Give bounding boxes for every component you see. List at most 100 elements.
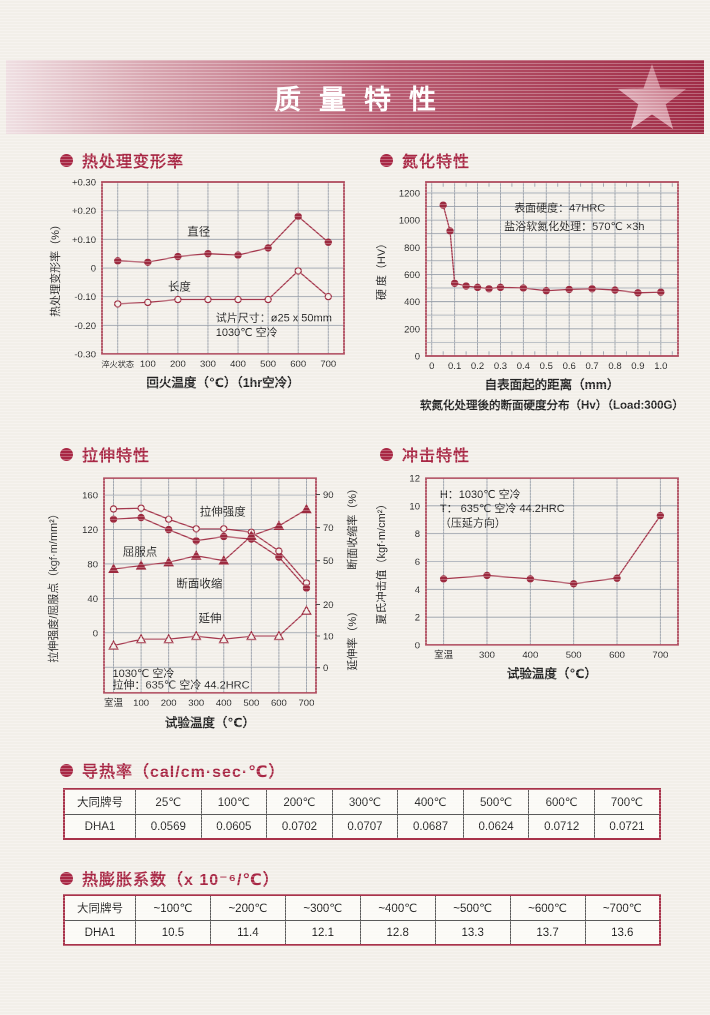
data-point: [275, 553, 283, 561]
bullet-icon: [60, 447, 73, 461]
data-point: [137, 504, 145, 512]
tick-label: 500: [243, 698, 259, 709]
tick-label: 0.3: [494, 361, 507, 372]
data-point: [246, 530, 257, 540]
data-point: [204, 295, 212, 304]
section-title: 导热率（cal/cm·sec·℃）: [82, 764, 286, 781]
data-point: [446, 227, 454, 235]
data-point: [324, 292, 332, 301]
data-point: [496, 283, 505, 292]
annotation: 盐浴软氮化处理：570℃ ×3h: [504, 219, 644, 233]
data-cell: 0.0707: [331, 814, 399, 840]
table-row: DHA1 0.0569 0.0605 0.0702 0.0707 0.0687 0.0624…: [63, 814, 661, 840]
tick-label: 400: [216, 698, 232, 709]
tick-label: 8: [415, 529, 420, 540]
tick-label: 200: [170, 359, 186, 370]
x-axis-label: 试验温度（℃）: [165, 715, 255, 730]
data-point: [526, 575, 535, 583]
data-point: [294, 267, 302, 275]
y-axis-label: 夏氏冲击值（kgf·m/cm²）: [374, 499, 388, 625]
header-cell: 100℃: [200, 788, 268, 815]
data-cell: 0.0702: [266, 814, 333, 840]
data-point: [234, 251, 242, 259]
conductivity-table: 大同牌号 25℃ 100℃ 200℃ 300℃ 400℃ 500℃ 600℃ 700℃ DHA1 0…: [63, 788, 661, 840]
series-label: 延伸: [199, 612, 222, 625]
data-point: [135, 633, 147, 644]
header-cell: 500℃: [462, 788, 530, 815]
tick-label: 160: [82, 491, 98, 502]
data-cell: 11.4: [209, 920, 286, 946]
data-point: [519, 284, 528, 292]
data-point: [439, 201, 447, 209]
data-point: [634, 289, 642, 297]
data-cell: 12.8: [359, 920, 436, 946]
data-point: [485, 285, 493, 293]
tick-label: 0: [93, 628, 98, 639]
series-line-延伸: [113, 610, 307, 647]
data-point: [190, 630, 202, 641]
data-cell: 0.0605: [200, 814, 268, 840]
series-line-夏氏冲击值: [443, 515, 661, 585]
data-point: [569, 580, 578, 588]
chart-caption: 软氮化处理後的断面硬度分布（Hv）（Load:300G）: [420, 398, 684, 412]
data-cell: 0.0569: [135, 814, 202, 840]
data-point: [473, 283, 482, 292]
section-heading-deformation: 热处理变形率: [60, 148, 184, 172]
tick-label: 0: [323, 663, 328, 674]
tick-label: -0.10: [74, 292, 96, 303]
data-cell: 13.3: [434, 920, 511, 946]
header-cell: ~400℃: [359, 894, 436, 921]
annotation: T： 635℃ 空冷 44.2HRC: [440, 501, 565, 515]
data-cell: 10.5: [135, 920, 211, 946]
title-banner: 质量特性: [6, 60, 704, 134]
tick-label: 400: [404, 297, 420, 308]
data-cell: 0.0687: [397, 814, 464, 840]
data-point: [611, 286, 619, 294]
header-cell: ~100℃: [135, 894, 211, 921]
table-row: DHA1 10.5 11.4 12.1 12.8 13.3 13.7 13.6: [63, 920, 661, 946]
section-heading-nitriding: 氮化特性: [380, 148, 470, 172]
data-cell: 12.1: [284, 920, 361, 946]
header-cell: 200℃: [266, 788, 333, 815]
data-point: [144, 298, 152, 307]
tick-label: 1.0: [654, 361, 667, 372]
header-cell: 600℃: [528, 788, 595, 815]
header-cell: 700℃: [593, 788, 661, 815]
tick-label: -0.20: [74, 321, 96, 332]
tick-label: 12: [409, 474, 420, 485]
section-title: 氮化特性: [402, 154, 471, 171]
tick-label: +0.30: [72, 178, 96, 189]
tick-label: 0.7: [585, 361, 598, 372]
data-point: [164, 515, 173, 523]
data-point: [174, 295, 182, 304]
tick-label: 500: [566, 650, 582, 661]
tick-label: 600: [271, 698, 287, 709]
tick-label: 600: [290, 359, 306, 370]
data-cell: 13.6: [584, 920, 661, 946]
data-point: [108, 639, 119, 650]
data-point: [273, 520, 285, 530]
annotation: （压延方向）: [440, 515, 506, 529]
series-line-断面收缩: [113, 508, 307, 570]
y-axis-label: 热处理变形率（%）: [48, 219, 62, 317]
data-point: [163, 556, 174, 567]
tick-label: 300: [200, 359, 216, 370]
annotation: H：1030℃ 空冷: [440, 487, 521, 501]
tick-label: 300: [479, 650, 495, 661]
annotation: 1030℃ 空冷: [216, 325, 278, 339]
tick-label: 100: [133, 698, 149, 709]
data-point: [204, 249, 212, 258]
series-line-直径: [117, 215, 329, 263]
tick-label: 0.2: [471, 361, 484, 372]
tick-label: 0.1: [448, 361, 461, 372]
tick-label: 700: [652, 650, 668, 661]
data-point: [163, 633, 174, 644]
tick-label: 0.9: [631, 361, 644, 372]
star-icon: [617, 64, 687, 130]
bullet-icon: [380, 153, 393, 167]
data-point: [192, 537, 200, 545]
tick-label: 700: [299, 698, 315, 709]
tick-label: 700: [320, 359, 336, 370]
annotation: 拉伸：635℃ 空冷 44.2HRC: [112, 678, 249, 692]
tick-label: 1200: [399, 188, 420, 199]
